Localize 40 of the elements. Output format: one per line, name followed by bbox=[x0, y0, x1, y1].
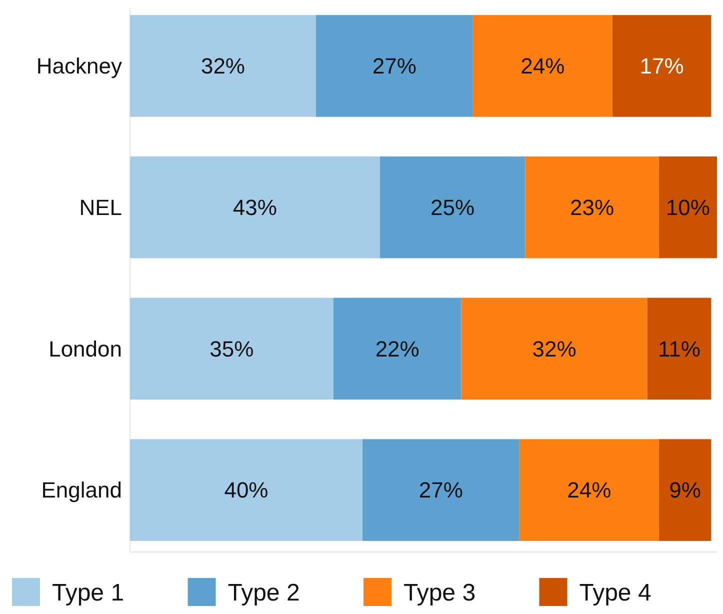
bar bbox=[461, 298, 648, 400]
bar bbox=[525, 156, 659, 258]
data-label: 27% bbox=[372, 54, 416, 79]
legend-label: Type 4 bbox=[579, 579, 652, 606]
bar bbox=[130, 298, 334, 400]
data-label: 32% bbox=[200, 54, 246, 79]
bar bbox=[472, 15, 612, 117]
bar bbox=[519, 439, 659, 541]
bar bbox=[658, 439, 712, 541]
data-label: 27% bbox=[418, 478, 463, 503]
data-label: 23% bbox=[570, 195, 614, 220]
bar bbox=[130, 15, 316, 117]
data-label: 24% bbox=[567, 478, 612, 503]
bar bbox=[362, 439, 520, 541]
bar bbox=[333, 298, 462, 400]
y-tick-label: London bbox=[48, 336, 122, 362]
y-tick-label: England bbox=[41, 478, 122, 503]
data-label: 17% bbox=[640, 54, 684, 79]
legend-label: Type 2 bbox=[228, 579, 300, 606]
data-label: 24% bbox=[520, 54, 565, 79]
data-label: 32% bbox=[532, 336, 576, 362]
bar bbox=[130, 156, 380, 258]
data-label: 40% bbox=[224, 478, 268, 503]
bar bbox=[647, 298, 712, 400]
data-label: 9% bbox=[669, 478, 701, 503]
bar bbox=[316, 15, 473, 117]
bar bbox=[658, 156, 717, 258]
bar bbox=[130, 439, 362, 541]
data-label: 10% bbox=[666, 195, 710, 220]
legend-label: Type 3 bbox=[404, 579, 476, 606]
bar bbox=[612, 15, 712, 117]
data-label: 25% bbox=[430, 195, 475, 220]
data-label: 11% bbox=[658, 336, 700, 362]
bar bbox=[380, 156, 526, 258]
data-label: 22% bbox=[375, 336, 420, 362]
y-tick-label: Hackney bbox=[36, 54, 122, 79]
y-tick-label: NEL bbox=[79, 195, 122, 220]
data-label: 43% bbox=[232, 195, 277, 220]
legend-label: Type 1 bbox=[52, 579, 124, 606]
data-label: 35% bbox=[210, 336, 254, 362]
